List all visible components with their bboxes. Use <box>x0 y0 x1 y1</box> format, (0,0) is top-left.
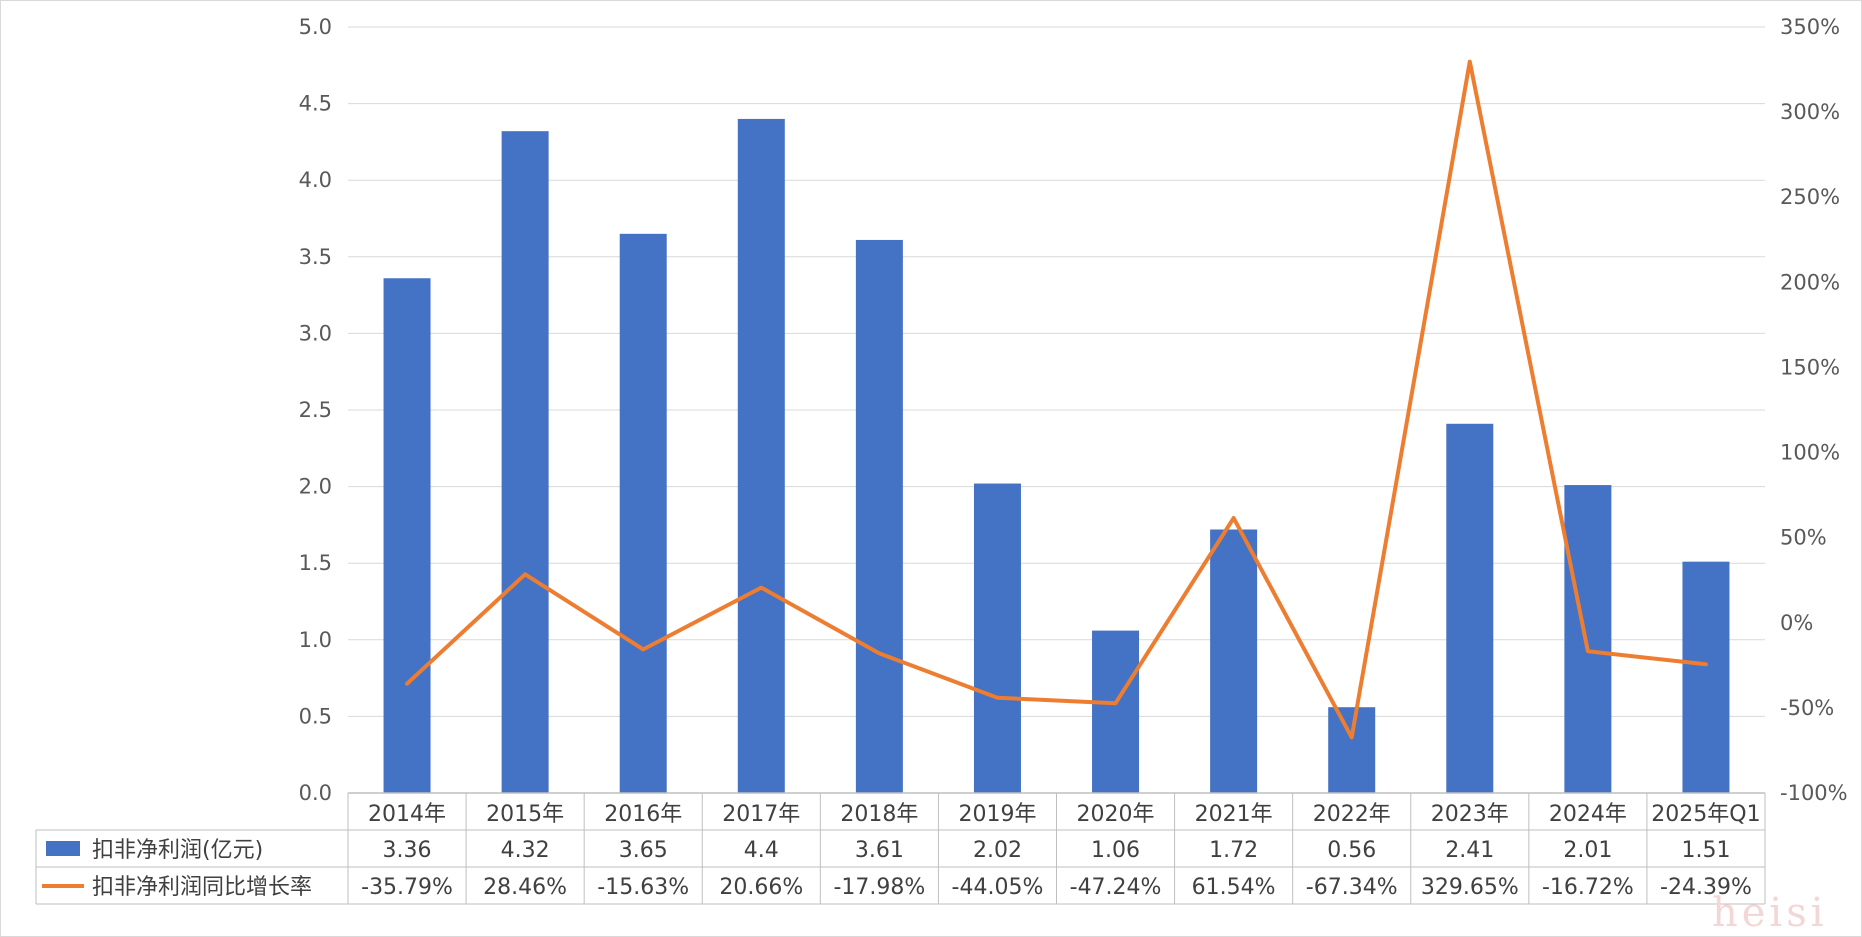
data-label: 20.66% <box>719 875 803 900</box>
category-label: 2018年 <box>840 802 918 827</box>
right-axis-tick-label: 150% <box>1780 355 1840 379</box>
left-axis-tick-label: 5.0 <box>299 15 332 39</box>
data-label: 4.4 <box>744 838 779 863</box>
gridlines <box>348 26 1765 717</box>
category-label: 2017年 <box>722 802 800 827</box>
bar-10 <box>1564 485 1612 793</box>
line-point-2 <box>641 647 645 651</box>
left-axis-tick-label: 1.5 <box>299 551 332 575</box>
data-label: -44.05% <box>952 875 1044 900</box>
legend-key-bar <box>46 841 80 856</box>
left-axis-tick-label: 4.0 <box>299 168 332 192</box>
data-label: 3.65 <box>619 838 668 863</box>
bar-2 <box>619 233 667 793</box>
data-table: 2014年 2015年 2016年 2017年 2018年 2019年 2020年 2021年… <box>35 793 1766 905</box>
line-point-4 <box>877 651 881 655</box>
left-axis-tick-label: 0.5 <box>299 704 332 728</box>
data-label: 0.56 <box>1327 838 1376 863</box>
line-series <box>405 59 1708 740</box>
left-axis-tick-label: 4.5 <box>299 92 332 116</box>
category-label: 2019年 <box>958 802 1036 827</box>
category-label: 2024年 <box>1549 802 1627 827</box>
bar-5 <box>973 483 1021 793</box>
right-axis-tick-label: 250% <box>1780 185 1840 209</box>
line-point-10 <box>1586 649 1590 653</box>
category-label: 2023年 <box>1431 802 1509 827</box>
data-label: -67.34% <box>1306 875 1398 900</box>
line-point-1 <box>523 572 527 576</box>
right-axis-tick-label: -100% <box>1780 781 1848 805</box>
growth-line <box>405 59 1708 740</box>
data-label: -16.72% <box>1542 875 1634 900</box>
data-label: 329.65% <box>1421 875 1519 900</box>
right-axis-tick-label: 350% <box>1780 15 1840 39</box>
line-point-9 <box>1468 60 1472 64</box>
line-point-8 <box>1350 735 1354 739</box>
series-name: 扣非净利润(亿元) <box>92 838 263 863</box>
right-axis-tick-label: 200% <box>1780 270 1840 294</box>
line-point-0 <box>405 682 409 686</box>
bar-series <box>383 118 1730 794</box>
data-label: 2.41 <box>1445 838 1494 863</box>
series-name: 扣非净利润同比增长率 <box>92 875 312 900</box>
left-axis-tick-label: 0.0 <box>299 781 332 805</box>
right-axis-tick-label: 50% <box>1780 526 1827 550</box>
data-label: -35.79% <box>361 875 453 900</box>
axes: 0.0 0.5 1.0 1.5 2.0 2.5 3.0 3.5 4.0 4.5 5.0 -100% -5… <box>299 15 1848 805</box>
category-label: 2022年 <box>1313 802 1391 827</box>
line-point-5 <box>995 696 999 700</box>
data-label: 1.51 <box>1681 838 1730 863</box>
category-label: 2016年 <box>604 802 682 827</box>
bar-6 <box>1092 630 1140 793</box>
left-axis-tick-label: 3.0 <box>299 321 332 345</box>
data-label: 61.54% <box>1192 875 1276 900</box>
data-label: 28.46% <box>483 875 567 900</box>
category-label: 2025年Q1 <box>1651 802 1760 827</box>
bar-3 <box>737 118 785 794</box>
line-point-3 <box>759 586 763 590</box>
left-axis-tick-label: 3.5 <box>299 245 332 269</box>
left-axis-tick-label: 1.0 <box>299 628 332 652</box>
data-label: 4.32 <box>501 838 550 863</box>
data-label: -47.24% <box>1070 875 1162 900</box>
right-axis-tick-label: 100% <box>1780 441 1840 465</box>
category-label: 2014年 <box>368 802 446 827</box>
left-axis-tick-label: 2.5 <box>299 398 332 422</box>
category-label: 2015年 <box>486 802 564 827</box>
bar-1 <box>501 131 549 793</box>
line-point-7 <box>1232 516 1236 520</box>
data-label: 2.01 <box>1563 838 1612 863</box>
bar-0 <box>383 278 431 793</box>
data-label: -17.98% <box>833 875 925 900</box>
data-label: 2.02 <box>973 838 1022 863</box>
left-axis-tick-label: 2.0 <box>299 475 332 499</box>
bar-4 <box>855 239 903 793</box>
bar-7 <box>1210 529 1258 793</box>
data-label: 3.61 <box>855 838 904 863</box>
right-axis-tick-label: 300% <box>1780 100 1840 124</box>
bar-11 <box>1682 561 1730 793</box>
line-point-11 <box>1704 662 1708 666</box>
bar-9 <box>1446 423 1494 793</box>
data-label: -24.39% <box>1660 875 1752 900</box>
right-axis-tick-label: -50% <box>1780 696 1834 720</box>
category-label: 2020年 <box>1077 802 1155 827</box>
data-label: 1.06 <box>1091 838 1140 863</box>
data-label: 3.36 <box>383 838 432 863</box>
right-axis-tick-label: 0% <box>1780 611 1813 635</box>
watermark: heisi <box>1712 890 1828 936</box>
data-label: 1.72 <box>1209 838 1258 863</box>
data-label: -15.63% <box>597 875 689 900</box>
category-label: 2021年 <box>1195 802 1273 827</box>
line-point-6 <box>1114 701 1118 705</box>
bar-8 <box>1328 707 1376 793</box>
